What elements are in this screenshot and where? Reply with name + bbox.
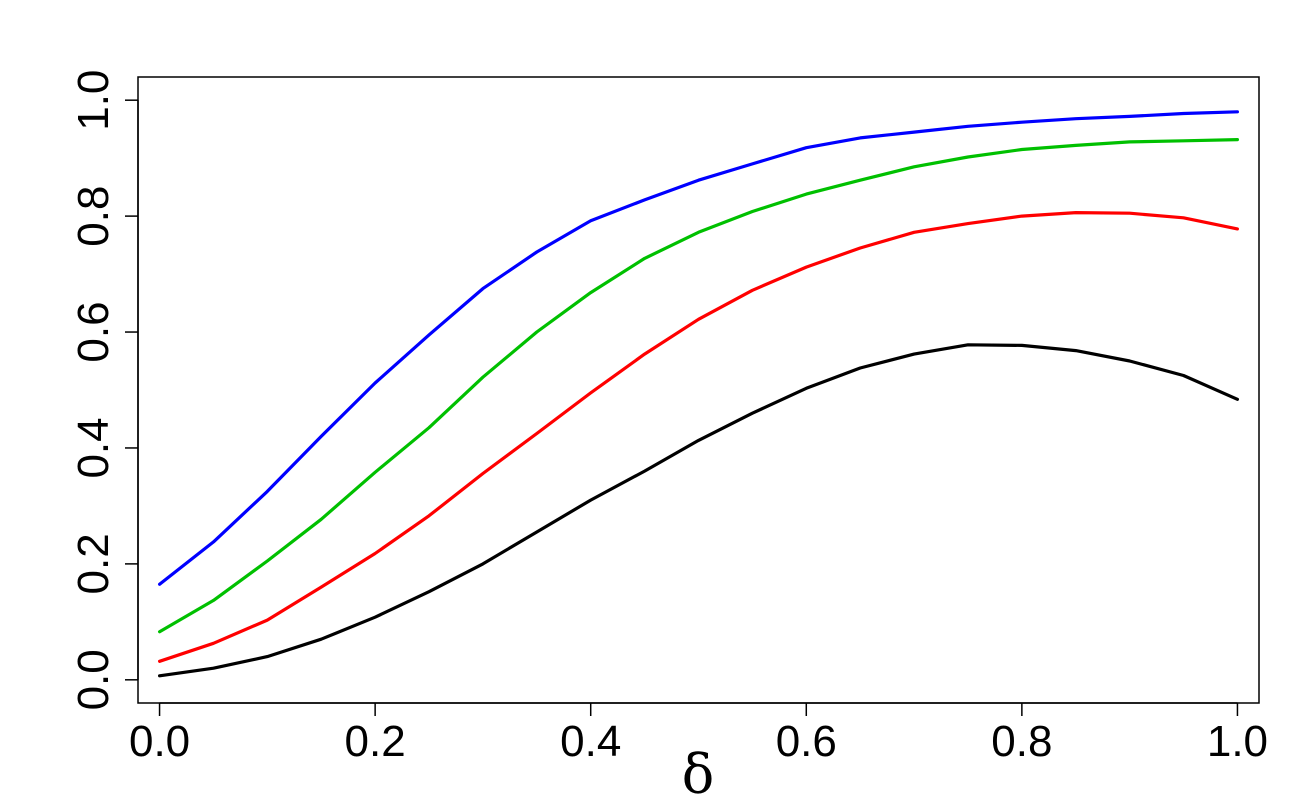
series-line [158, 110, 1240, 586]
x-tick-label: 0.6 [776, 717, 837, 766]
y-tick-label: 0.6 [69, 301, 118, 362]
y-tick-label: 1.0 [69, 70, 118, 131]
x-axis-title: δ [682, 743, 715, 800]
series-line [158, 138, 1240, 634]
x-tick-label: 0.0 [129, 717, 190, 766]
x-tick-label: 0.8 [991, 717, 1052, 766]
y-tick-label: 0.4 [69, 417, 118, 478]
x-tick-label: 0.2 [345, 717, 406, 766]
plot-frame [137, 76, 1260, 704]
x-tick-label: 1.0 [1207, 717, 1268, 766]
y-axis: 0.0 0.2 0.4 0.6 0.8 1.0 [69, 70, 139, 710]
series-layer [158, 110, 1240, 678]
x-axis: 0.0 0.2 0.4 0.6 0.8 1.0 [129, 702, 1268, 766]
x-tick-label: 0.4 [560, 717, 621, 766]
y-tick-label: 0.0 [69, 649, 118, 710]
y-tick-label: 0.2 [69, 533, 118, 594]
series-line [158, 211, 1240, 663]
y-tick-label: 0.8 [69, 186, 118, 247]
series-line [158, 343, 1240, 678]
